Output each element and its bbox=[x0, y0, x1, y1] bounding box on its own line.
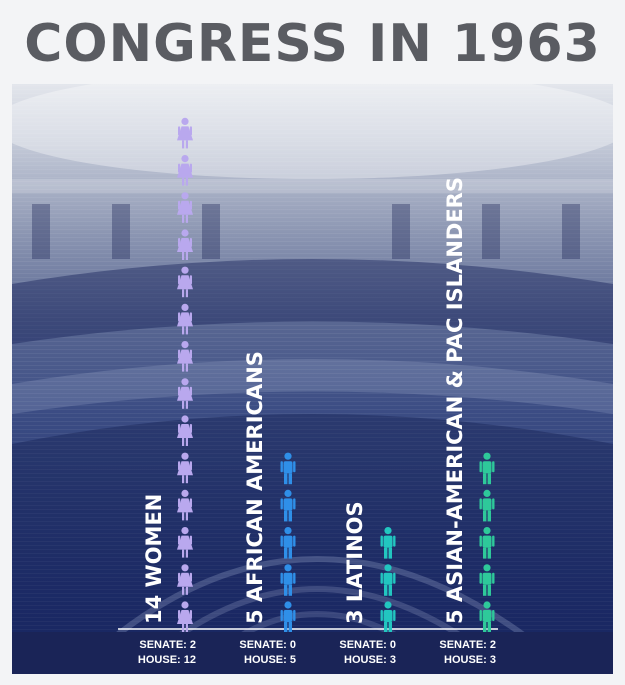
stat-asian-american: SENATE: 2 HOUSE: 3 bbox=[424, 638, 496, 668]
woman-icon bbox=[177, 229, 193, 260]
man-icon bbox=[479, 601, 495, 633]
woman-icon bbox=[177, 117, 193, 149]
category-label-latinos: 3 LATINOS bbox=[343, 501, 367, 624]
man-icon bbox=[380, 564, 396, 596]
woman-icon bbox=[177, 564, 193, 595]
woman-icon bbox=[177, 266, 193, 298]
category-label-women: 14 WOMEN bbox=[142, 493, 166, 624]
man-icon bbox=[280, 601, 296, 633]
woman-icon bbox=[177, 192, 193, 223]
woman-icon bbox=[177, 378, 193, 409]
woman-icon bbox=[177, 155, 193, 186]
stat-african-americans: SENATE: 0 HOUSE: 5 bbox=[224, 638, 296, 668]
category-label-asian-american: 5 ASIAN-AMERICAN & PAC ISLANDERS bbox=[443, 177, 467, 624]
stat-latinos: SENATE: 0 HOUSE: 3 bbox=[324, 638, 396, 668]
senate-count: SENATE: 2 bbox=[139, 639, 196, 651]
chamber-silhouette bbox=[12, 84, 613, 674]
senate-count: SENATE: 0 bbox=[239, 639, 296, 651]
man-icon bbox=[280, 527, 296, 559]
man-icon bbox=[380, 601, 396, 633]
man-icon bbox=[380, 527, 396, 559]
man-icon bbox=[280, 489, 296, 522]
man-icon bbox=[479, 452, 495, 485]
house-chamber-photo bbox=[12, 84, 613, 674]
category-label-african-americans: 5 AFRICAN AMERICANS bbox=[243, 351, 267, 624]
house-count: HOUSE: 5 bbox=[244, 654, 296, 666]
man-icon bbox=[479, 489, 495, 522]
senate-count: SENATE: 0 bbox=[339, 639, 396, 651]
woman-icon bbox=[177, 601, 193, 632]
house-count: HOUSE: 12 bbox=[137, 654, 196, 666]
woman-icon bbox=[177, 527, 193, 558]
house-count: HOUSE: 3 bbox=[444, 654, 496, 666]
breakdown-footer: SENATE: 2 HOUSE: 12 SENATE: 0 HOUSE: 5 S… bbox=[12, 632, 613, 674]
woman-icon bbox=[177, 341, 193, 372]
man-icon bbox=[280, 564, 296, 596]
page-title: CONGRESS IN 1963 bbox=[24, 14, 601, 74]
woman-icon bbox=[177, 303, 193, 335]
woman-icon bbox=[177, 489, 193, 521]
stat-women: SENATE: 2 HOUSE: 12 bbox=[124, 638, 196, 668]
woman-icon bbox=[177, 415, 193, 446]
senate-count: SENATE: 2 bbox=[439, 639, 496, 651]
house-count: HOUSE: 3 bbox=[344, 654, 396, 666]
man-icon bbox=[280, 452, 296, 485]
woman-icon bbox=[177, 452, 193, 484]
man-icon bbox=[479, 564, 495, 596]
man-icon bbox=[479, 527, 495, 559]
